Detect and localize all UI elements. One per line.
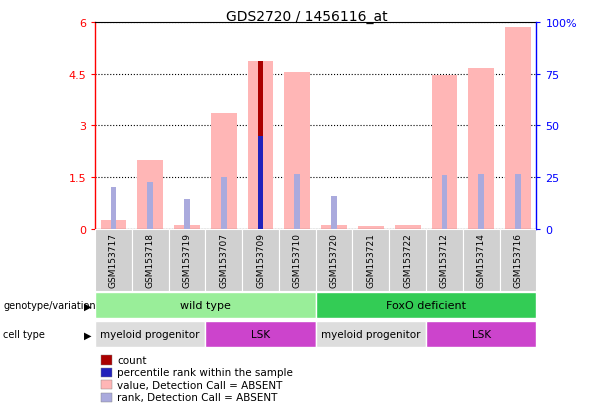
Text: GDS2720 / 1456116_at: GDS2720 / 1456116_at — [226, 10, 387, 24]
Text: GSM153719: GSM153719 — [183, 233, 191, 287]
Bar — [95, 292, 316, 319]
Bar — [478, 174, 484, 229]
Bar — [321, 225, 347, 229]
Text: count: count — [117, 355, 147, 365]
Bar — [284, 73, 310, 229]
Text: GSM153707: GSM153707 — [219, 233, 228, 287]
Bar — [257, 62, 264, 229]
Bar — [137, 160, 163, 229]
Bar — [294, 174, 300, 229]
Bar — [279, 229, 316, 291]
Text: GSM153712: GSM153712 — [440, 233, 449, 287]
Bar — [505, 28, 531, 229]
Bar — [463, 229, 500, 291]
Text: GSM153710: GSM153710 — [293, 233, 302, 287]
Bar — [358, 226, 384, 229]
Bar — [248, 62, 273, 229]
Text: ▶: ▶ — [84, 301, 91, 311]
Text: cell type: cell type — [3, 330, 45, 339]
Bar — [352, 229, 389, 291]
Bar — [205, 229, 242, 291]
Bar — [95, 321, 205, 348]
Bar — [316, 229, 352, 291]
Text: LSK: LSK — [471, 330, 491, 339]
Bar — [95, 229, 132, 291]
Bar — [316, 321, 426, 348]
Bar — [221, 178, 227, 229]
Bar — [389, 229, 426, 291]
Text: GSM153722: GSM153722 — [403, 233, 412, 287]
Bar — [331, 197, 337, 229]
Text: GSM153717: GSM153717 — [109, 233, 118, 287]
Bar — [132, 229, 169, 291]
Bar — [432, 76, 457, 229]
Text: GSM153721: GSM153721 — [367, 233, 375, 287]
Bar — [169, 229, 205, 291]
Bar — [174, 226, 200, 229]
Text: GSM153714: GSM153714 — [477, 233, 485, 287]
Text: GSM153718: GSM153718 — [146, 233, 154, 287]
Text: wild type: wild type — [180, 301, 230, 311]
Bar — [500, 229, 536, 291]
Bar — [426, 229, 463, 291]
Text: GSM153709: GSM153709 — [256, 233, 265, 287]
Text: value, Detection Call = ABSENT: value, Detection Call = ABSENT — [117, 380, 283, 390]
Bar — [316, 292, 536, 319]
Text: myeloid progenitor: myeloid progenitor — [321, 330, 421, 339]
Bar — [205, 321, 316, 348]
Bar — [441, 176, 447, 229]
Text: GSM153716: GSM153716 — [514, 233, 522, 287]
Bar — [101, 221, 126, 229]
Text: percentile rank within the sample: percentile rank within the sample — [117, 368, 293, 377]
Bar — [426, 321, 536, 348]
Bar — [110, 188, 116, 229]
Bar — [211, 114, 237, 229]
Bar — [468, 69, 494, 229]
Text: FoxO deficient: FoxO deficient — [386, 301, 466, 311]
Text: LSK: LSK — [251, 330, 270, 339]
Bar — [515, 174, 521, 229]
Text: GSM153720: GSM153720 — [330, 233, 338, 287]
Bar — [147, 183, 153, 229]
Bar — [395, 226, 421, 229]
Text: ▶: ▶ — [84, 330, 91, 339]
Bar — [242, 229, 279, 291]
Text: myeloid progenitor: myeloid progenitor — [101, 330, 200, 339]
Text: genotype/variation: genotype/variation — [3, 301, 96, 311]
Bar — [257, 136, 264, 229]
Text: rank, Detection Call = ABSENT: rank, Detection Call = ABSENT — [117, 392, 278, 402]
Bar — [184, 200, 190, 229]
